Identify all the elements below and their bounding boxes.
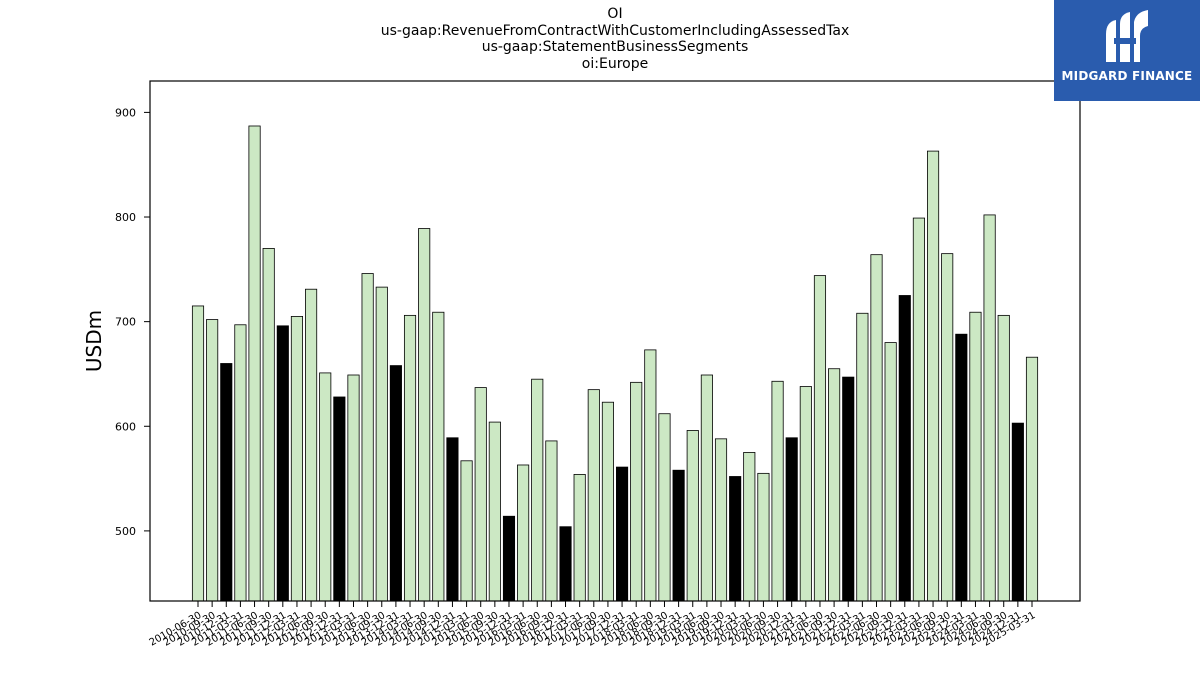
bar-2020-06-30 — [757, 472, 770, 602]
chart-title-line-3: us-gaap:StatementBusinessSegments — [481, 39, 749, 55]
bar-2010-06-30 — [191, 305, 205, 602]
bar-2015-06-30 — [474, 387, 487, 602]
bar-2018-12-31 — [672, 469, 685, 602]
bar-2023-09-30 — [941, 253, 954, 602]
bar-2022-03-31 — [856, 312, 869, 602]
bar-2017-09-30 — [601, 401, 614, 602]
y-tick-label: 700 — [115, 316, 136, 329]
chart-title-line-4: oi:Europe — [581, 56, 649, 72]
y-tick-label: 900 — [115, 106, 136, 119]
bar-2023-03-31 — [912, 217, 925, 602]
bar-2011-03-31 — [234, 324, 247, 602]
chart-title-line-1: OI — [607, 6, 623, 22]
bar-2017-03-31 — [573, 473, 586, 602]
y-tick-label: 500 — [115, 525, 136, 538]
logo-text: MIDGARD FINANCE — [1061, 69, 1193, 83]
bar-2019-06-30 — [700, 374, 713, 602]
bar-2012-09-30 — [319, 372, 332, 602]
y-axis-label: USDm — [82, 310, 106, 372]
bar-2014-09-30 — [432, 311, 445, 602]
bar-2013-12-31 — [389, 365, 402, 602]
bar-2022-09-30 — [884, 342, 897, 602]
bar-2020-03-31 — [743, 452, 756, 602]
bar-2021-12-31 — [842, 376, 855, 602]
bar-2014-03-31 — [403, 314, 417, 602]
midgard-finance-logo: MIDGARD FINANCE — [1054, 0, 1200, 101]
bar-2021-03-31 — [799, 386, 812, 602]
y-axis: 500 600 700 800 900 — [115, 106, 150, 538]
bar-2012-06-30 — [305, 288, 318, 602]
bar-2019-12-31 — [729, 476, 742, 602]
bar-2017-12-31 — [616, 466, 629, 602]
bar-2025-03-31 — [1025, 356, 1039, 602]
chart-title-line-2: us-gaap:RevenueFromContractWithCustomerI… — [380, 23, 850, 39]
bar-2012-03-31 — [290, 316, 304, 602]
bar-2022-06-30 — [870, 254, 883, 602]
bar-2024-09-30 — [997, 314, 1010, 602]
bar-2010-12-31 — [220, 363, 233, 602]
bar-2016-09-30 — [545, 440, 558, 602]
bar-2018-06-30 — [644, 349, 657, 602]
bar-2012-12-31 — [333, 396, 346, 602]
bar-2013-09-30 — [375, 286, 388, 602]
bar-2010-09-30 — [206, 319, 219, 602]
logo-mark-icon — [1106, 10, 1148, 62]
bar-2016-12-31 — [559, 526, 572, 602]
bar-2020-12-31 — [785, 437, 798, 602]
bar-2019-09-30 — [714, 438, 728, 602]
bar-2013-03-31 — [347, 374, 360, 602]
bar-2024-03-31 — [969, 311, 982, 602]
bar-2019-03-31 — [686, 430, 699, 602]
bar-2023-06-30 — [927, 150, 940, 602]
bar-2018-03-31 — [630, 381, 643, 602]
y-tick-label: 800 — [115, 211, 136, 224]
bar-2015-03-31 — [460, 460, 473, 602]
bar-2023-12-31 — [955, 333, 968, 602]
bar-2018-09-30 — [658, 413, 671, 602]
plot-frame — [149, 80, 1081, 602]
bar-2015-12-31 — [502, 515, 516, 602]
bar-2021-06-30 — [813, 275, 827, 602]
bar-2022-12-31 — [898, 295, 911, 602]
bar-2015-09-30 — [488, 421, 501, 602]
bar-2024-06-30 — [983, 214, 996, 602]
bar-2024-12-31 — [1011, 422, 1024, 602]
bar-2013-06-30 — [361, 273, 374, 602]
bar-2016-03-31 — [517, 464, 530, 602]
bar-2016-06-30 — [531, 378, 544, 602]
x-axis: 2010-06-302010-09-302010-12-312011-03-31… — [148, 601, 1038, 649]
bar-2014-12-31 — [446, 437, 459, 602]
bar-2017-06-30 — [587, 389, 600, 602]
bars-group — [191, 125, 1039, 602]
bar-2011-12-31 — [276, 325, 289, 602]
bar-2014-06-30 — [418, 228, 431, 602]
bar-2021-09-30 — [828, 368, 841, 602]
y-tick-label: 600 — [115, 420, 136, 433]
bar-2011-09-30 — [262, 247, 275, 602]
bar-2011-06-30 — [248, 125, 261, 602]
bar-2020-09-30 — [771, 380, 784, 602]
